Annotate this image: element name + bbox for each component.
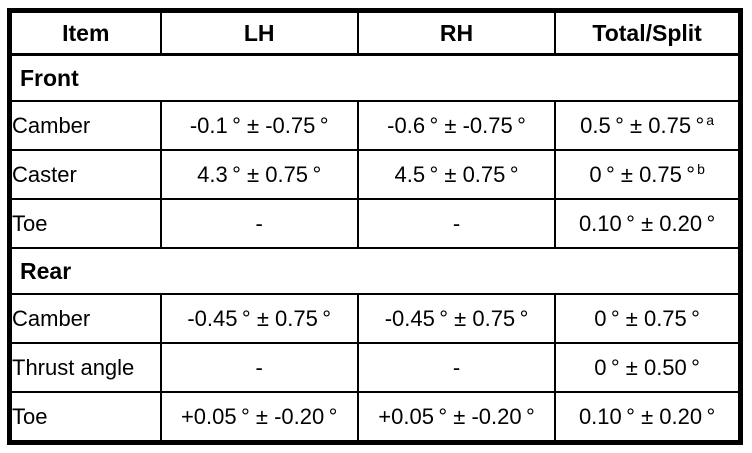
front-camber-total-value: 0.5 ° ± 0.75 ° a: [554, 100, 742, 151]
rear-camber-total-value: 0 ° ± 0.75 °: [554, 293, 742, 344]
front-camber-rh-value: -0.6 ° ± -0.75 °: [356, 100, 557, 151]
section-row-rear: Rear: [8, 247, 742, 295]
alignment-spec-table: Item LH RH Total/Split Front Camber -0.1…: [7, 8, 743, 445]
front-toe-lh-value: -: [159, 198, 359, 249]
column-header-lh: LH: [159, 9, 359, 56]
front-camber-total-text: 0.5 ° ± 0.75 °: [580, 112, 705, 138]
footnote-marker-a: a: [706, 111, 715, 128]
rear-toe-total-value: 0.10 ° ± 0.20 °: [554, 391, 742, 444]
front-toe-item-label: Toe: [8, 198, 162, 249]
front-camber-lh-value: -0.1 ° ± -0.75 °: [159, 100, 359, 151]
rear-toe-rh-value: +0.05 ° ± -0.20 °: [356, 391, 557, 444]
rear-toe-lh-value: +0.05 ° ± -0.20 °: [159, 391, 359, 444]
rear-camber-item-label: Camber: [8, 293, 162, 344]
footnote-marker-b: b: [697, 160, 705, 177]
table-row-rear-camber: Camber -0.45 ° ± 0.75 ° -0.45 ° ± 0.75 °…: [8, 293, 742, 344]
front-caster-item-label: Caster: [8, 149, 162, 200]
table-row-rear-thrust-angle: Thrust angle - - 0 ° ± 0.50 °: [8, 342, 742, 393]
section-title-front: Front: [8, 53, 742, 102]
column-header-item: Item: [8, 9, 162, 56]
table-row-front-caster: Caster 4.3 ° ± 0.75 ° 4.5 ° ± 0.75 ° 0 °…: [8, 149, 742, 200]
front-caster-total-text: 0 ° ± 0.75 °: [589, 161, 696, 187]
rear-camber-rh-value: -0.45 ° ± 0.75 °: [356, 293, 557, 344]
column-header-total-split: Total/Split: [554, 9, 742, 56]
section-row-front: Front: [8, 53, 742, 102]
rear-thrust-angle-total-value: 0 ° ± 0.50 °: [554, 342, 742, 393]
table-row-rear-toe: Toe +0.05 ° ± -0.20 ° +0.05 ° ± -0.20 ° …: [8, 391, 742, 444]
rear-thrust-angle-item-label: Thrust angle: [8, 342, 162, 393]
table-row-front-toe: Toe - - 0.10 ° ± 0.20 °: [8, 198, 742, 249]
front-caster-lh-value: 4.3 ° ± 0.75 °: [159, 149, 359, 200]
table-row-front-camber: Camber -0.1 ° ± -0.75 ° -0.6 ° ± -0.75 °…: [8, 100, 742, 151]
front-caster-total-value: 0 ° ± 0.75 ° b: [554, 149, 742, 200]
rear-thrust-angle-lh-value: -: [159, 342, 359, 393]
front-toe-rh-value: -: [356, 198, 557, 249]
rear-camber-lh-value: -0.45 ° ± 0.75 °: [159, 293, 359, 344]
front-toe-total-value: 0.10 ° ± 0.20 °: [554, 198, 742, 249]
front-caster-rh-value: 4.5 ° ± 0.75 °: [356, 149, 557, 200]
front-camber-item-label: Camber: [8, 100, 162, 151]
header-row: Item LH RH Total/Split: [8, 9, 742, 56]
rear-thrust-angle-rh-value: -: [356, 342, 557, 393]
rear-toe-item-label: Toe: [8, 391, 162, 444]
section-title-rear: Rear: [8, 247, 742, 295]
column-header-rh: RH: [356, 9, 557, 56]
